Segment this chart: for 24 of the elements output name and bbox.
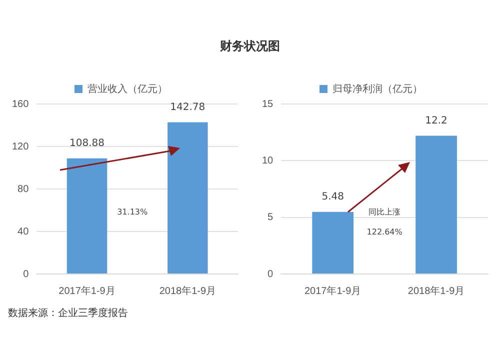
- annotation: 同比上涨: [368, 207, 401, 216]
- annotation: 31.13%: [117, 207, 148, 216]
- source-note: 数据来源：企业三季度报告: [8, 306, 128, 320]
- data-label: 108.88: [70, 138, 105, 149]
- x-tick-label: 2018年1-9月: [159, 284, 216, 297]
- x-tick-label: 2017年1-9月: [58, 284, 116, 297]
- legend-label: 归母净利润（亿元）: [332, 82, 422, 95]
- y-tick-label: 160: [12, 98, 30, 110]
- y-tick-label: 5: [268, 212, 274, 224]
- data-label: 5.48: [322, 191, 344, 202]
- y-tick-label: 15: [262, 98, 274, 110]
- y-tick-label: 40: [18, 226, 30, 238]
- y-tick-label: 0: [23, 268, 30, 280]
- legend-label: 营业收入（亿元）: [88, 82, 168, 95]
- y-tick-label: 10: [262, 155, 274, 166]
- chart-title: 财务状况图: [219, 38, 281, 55]
- x-tick-label: 2017年1-9月: [304, 284, 362, 297]
- data-label: 12.2: [425, 115, 448, 126]
- x-tick-label: 2018年1-9月: [408, 284, 465, 297]
- y-tick-label: 120: [12, 141, 30, 152]
- y-tick-label: 80: [18, 184, 30, 195]
- y-tick-label: 0: [268, 268, 274, 280]
- annotation: 122.64%: [366, 228, 403, 237]
- data-label: 142.78: [170, 102, 206, 113]
